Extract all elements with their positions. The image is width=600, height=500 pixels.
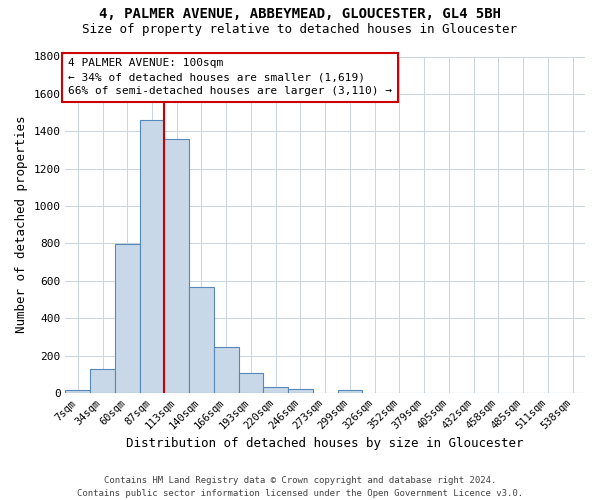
Bar	[140, 120, 164, 393]
Bar	[214, 346, 239, 393]
Bar	[338, 390, 362, 393]
Bar	[164, 139, 189, 393]
X-axis label: Distribution of detached houses by size in Gloucester: Distribution of detached houses by size …	[127, 437, 524, 450]
Bar	[90, 368, 115, 393]
Bar	[239, 374, 263, 393]
Bar	[65, 390, 90, 393]
Y-axis label: Number of detached properties: Number of detached properties	[15, 116, 28, 334]
Bar	[189, 288, 214, 393]
Text: 4, PALMER AVENUE, ABBEYMEAD, GLOUCESTER, GL4 5BH: 4, PALMER AVENUE, ABBEYMEAD, GLOUCESTER,…	[99, 8, 501, 22]
Text: Contains HM Land Registry data © Crown copyright and database right 2024.
Contai: Contains HM Land Registry data © Crown c…	[77, 476, 523, 498]
Text: 4 PALMER AVENUE: 100sqm
← 34% of detached houses are smaller (1,619)
66% of semi: 4 PALMER AVENUE: 100sqm ← 34% of detache…	[68, 58, 392, 96]
Bar	[288, 390, 313, 393]
Text: Size of property relative to detached houses in Gloucester: Size of property relative to detached ho…	[83, 22, 517, 36]
Bar	[115, 244, 140, 393]
Bar	[263, 388, 288, 393]
